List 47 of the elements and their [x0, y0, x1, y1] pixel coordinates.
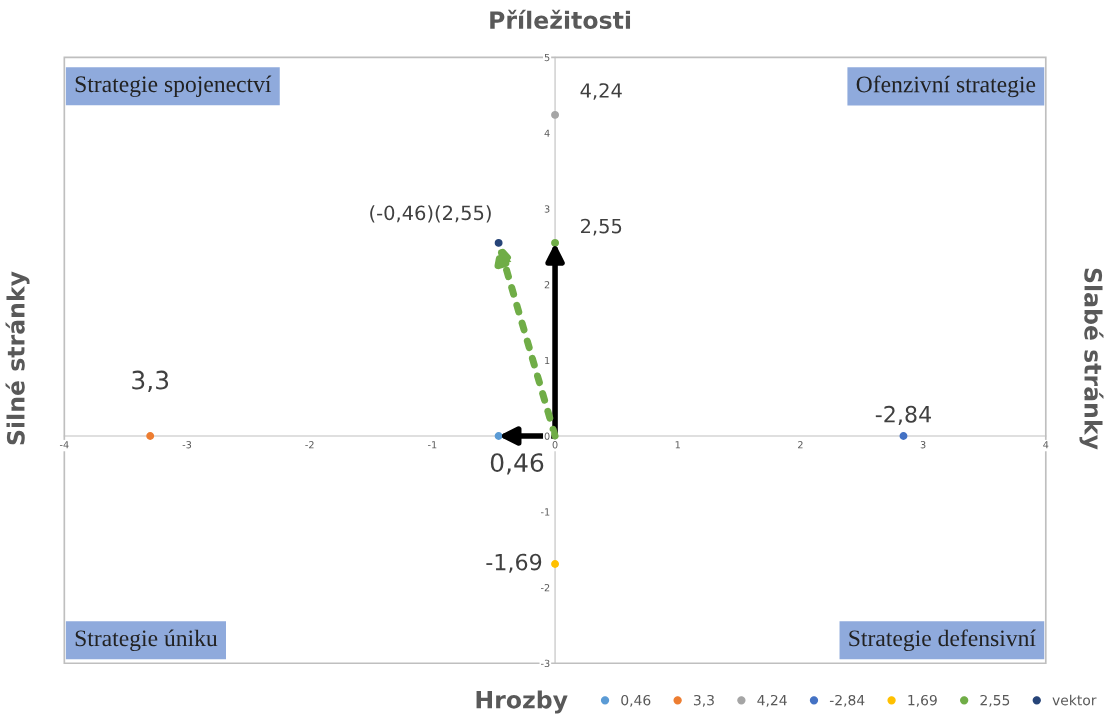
annotation: (-0,46)(2,55) [370, 205, 491, 223]
x-tick-label: -1 [428, 441, 437, 449]
x-tick-label: -4 [59, 441, 69, 449]
x-axis-title: Hrozby [476, 690, 568, 714]
annotation: Strategie spojenectví [75, 75, 272, 98]
point [551, 110, 560, 119]
x-tick-label: 0 [552, 441, 558, 449]
y-tick-label: 5 [544, 53, 550, 62]
x-tick-label: 3 [920, 441, 926, 449]
point [551, 560, 560, 568]
annotation: Strategie úniku [75, 629, 218, 652]
x-tick-label: 2 [798, 441, 803, 449]
annotation: -2,84 [875, 405, 931, 425]
y2-axis-title: Slabé stránky [1079, 268, 1104, 450]
legend-label: 0,46 [621, 694, 651, 707]
y-tick-label: 0 [544, 432, 550, 440]
legend-label: -2,84 [829, 694, 865, 707]
x-tick-label: 4 [1043, 441, 1049, 449]
y-tick-label: 4 [544, 129, 550, 137]
annotation: 4,24 [580, 83, 622, 100]
point [146, 432, 155, 440]
y-tick-label: 3 [544, 205, 550, 213]
y-tick-label: 2 [544, 281, 550, 289]
x-tick-label: 1 [675, 441, 680, 449]
y-tick-label: -1 [540, 508, 550, 516]
legend-label: 1,69 [908, 694, 937, 707]
x-tick-label: -2 [305, 441, 314, 449]
point [494, 432, 503, 440]
x-tick-label: -3 [182, 441, 192, 449]
legend-label: vektor [1052, 694, 1097, 706]
legend-label: 4,24 [757, 694, 787, 707]
y-tick-label: -3 [540, 659, 550, 668]
legend-label: 2,55 [980, 694, 1010, 707]
annotation: 3,3 [132, 370, 169, 393]
y-tick-label: 1 [545, 356, 550, 364]
legend-label: 3,3 [693, 694, 714, 707]
y-axis-title: Silné stránky [5, 271, 30, 445]
annotation: 2,55 [581, 218, 622, 236]
annotation: Ofenzivní strategie [856, 75, 1036, 98]
annotation: 0,46 [490, 453, 544, 475]
annotation: -1,69 [486, 553, 542, 573]
point [899, 432, 908, 440]
annotation: Strategie defensivní [849, 629, 1036, 652]
y-tick-label: -2 [540, 583, 550, 592]
point [494, 238, 503, 247]
chart-title: Příležitosti [490, 9, 631, 30]
point [551, 238, 560, 247]
